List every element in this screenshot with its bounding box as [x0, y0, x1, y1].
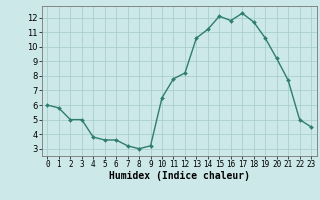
X-axis label: Humidex (Indice chaleur): Humidex (Indice chaleur): [109, 171, 250, 181]
